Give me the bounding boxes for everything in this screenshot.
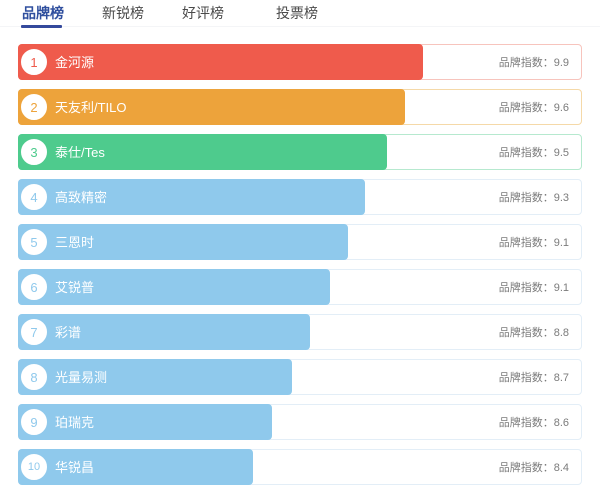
rank-row[interactable]: 6 艾锐普 品牌指数：9.1: [18, 269, 582, 305]
brand-name: 光量易测: [55, 370, 108, 385]
brand-name: 华锐昌: [55, 460, 95, 475]
rank-number-badge: 4: [20, 183, 48, 211]
rank-row[interactable]: 9 珀瑞克 品牌指数：8.6: [18, 404, 582, 440]
rank-row[interactable]: 7 彩谱 品牌指数：8.8: [18, 314, 582, 350]
rank-number-badge: 3: [20, 138, 48, 166]
tab-brand-ranking[interactable]: 品牌榜: [22, 5, 64, 21]
rank-row[interactable]: 3 泰仕/Tes 品牌指数：9.5: [18, 134, 582, 170]
brand-index-label: 品牌指数：9.1: [498, 237, 569, 249]
rank-row[interactable]: 4 高致精密 品牌指数：9.3: [18, 179, 582, 215]
brand-index-label: 品牌指数：8.8: [498, 327, 569, 339]
brand-name: 泰仕/Tes: [55, 145, 105, 160]
brand-name: 天友利/TILO: [55, 100, 127, 115]
rank-number-badge: 9: [20, 408, 48, 436]
active-tab-underline: [21, 25, 62, 28]
brand-index-label: 品牌指数：8.4: [498, 462, 569, 474]
tab-list: 品牌榜 新锐榜 好评榜 投票榜: [0, 0, 600, 26]
brand-index-label: 品牌指数：8.6: [498, 417, 569, 429]
rank-bar: [18, 449, 253, 485]
brand-name: 三恩时: [55, 235, 95, 250]
rank-bar: [18, 44, 423, 80]
rank-number-badge: 2: [20, 93, 48, 121]
tab-newcomer-ranking[interactable]: 新锐榜: [102, 5, 144, 21]
rank-number-badge: 6: [20, 273, 48, 301]
brand-index-label: 品牌指数：9.3: [498, 192, 569, 204]
brand-ranking-list: 1 金河源 品牌指数：9.9 2 天友利/TILO 品牌指数：9.6 3 泰仕/Tes 品牌指数…: [0, 31, 600, 485]
brand-name: 彩谱: [55, 325, 82, 340]
rank-bar: [18, 359, 292, 395]
rank-number-badge: 8: [20, 363, 48, 391]
brand-index-label: 品牌指数：9.6: [498, 102, 569, 114]
rank-number-badge: 10: [20, 453, 48, 481]
rank-number-badge: 1: [20, 48, 48, 76]
rank-bar: [18, 404, 272, 440]
rank-bar: [18, 89, 405, 125]
brand-name: 金河源: [55, 55, 95, 70]
rank-bar: [18, 134, 387, 170]
rank-bar: [18, 179, 365, 215]
rank-number-badge: 5: [20, 228, 48, 256]
rank-row[interactable]: 10 华锐昌 品牌指数：8.4: [18, 449, 582, 485]
rank-number-badge: 7: [20, 318, 48, 346]
brand-index-label: 品牌指数：9.5: [498, 147, 569, 159]
tab-review-ranking[interactable]: 好评榜: [182, 5, 224, 21]
brand-name: 珀瑞克: [55, 415, 95, 430]
brand-index-label: 品牌指数：8.7: [498, 372, 569, 384]
rank-bar: [18, 314, 310, 350]
tab-bar: 品牌榜 新锐榜 好评榜 投票榜: [0, 0, 600, 31]
brand-name: 艾锐普: [55, 280, 95, 295]
rank-row[interactable]: 5 三恩时 品牌指数：9.1: [18, 224, 582, 260]
brand-name: 高致精密: [55, 190, 108, 205]
tab-vote-ranking[interactable]: 投票榜: [276, 5, 318, 21]
brand-index-label: 品牌指数：9.9: [498, 57, 569, 69]
rank-row[interactable]: 8 光量易测 品牌指数：8.7: [18, 359, 582, 395]
rank-bar: [18, 269, 330, 305]
rank-row[interactable]: 2 天友利/TILO 品牌指数：9.6: [18, 89, 582, 125]
rank-row[interactable]: 1 金河源 品牌指数：9.9: [18, 44, 582, 80]
brand-index-label: 品牌指数：9.1: [498, 282, 569, 294]
rank-bar: [18, 224, 348, 260]
tab-divider: [0, 26, 600, 27]
